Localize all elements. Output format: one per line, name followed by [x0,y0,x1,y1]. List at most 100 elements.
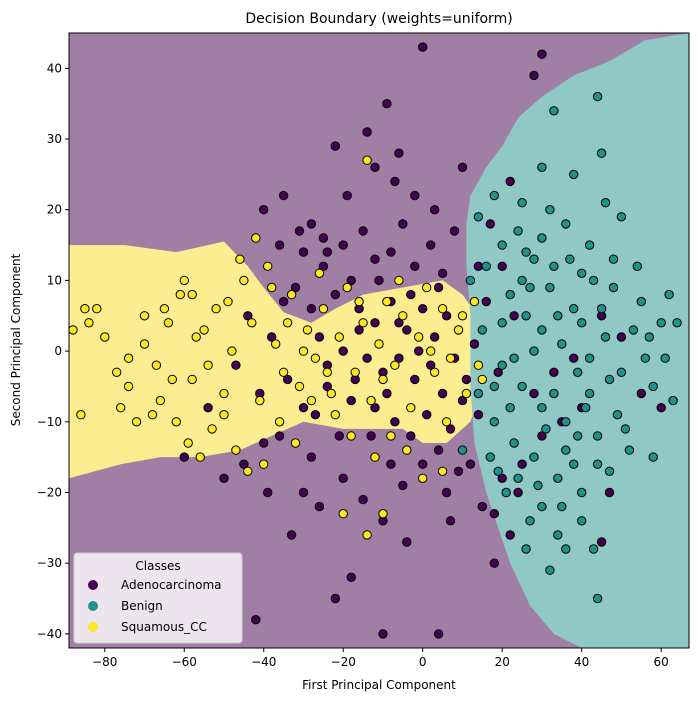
point-adenocarcinoma [263,487,273,498]
point-benign [628,325,639,335]
point-benign [549,106,559,116]
legend-marker [88,601,98,611]
point-adenocarcinoma [314,332,325,342]
point-adenocarcinoma [370,254,380,264]
point-squamous-cc [298,346,309,356]
point-adenocarcinoma [410,261,420,271]
decision-region-squamous-cc [69,241,483,479]
point-squamous-cc [290,438,301,448]
point-squamous-cc [310,353,321,363]
point-adenocarcinoma [338,346,348,356]
point-adenocarcinoma [278,190,289,201]
point-squamous-cc [330,410,340,420]
point-squamous-cc [322,367,332,377]
point-squamous-cc [346,431,356,441]
point-benign [581,403,591,413]
point-benign [545,565,555,575]
point-adenocarcinoma [362,353,372,363]
x-tick-label: −20 [331,655,356,669]
point-squamous-cc [267,282,277,293]
point-adenocarcinoma [616,332,627,342]
point-adenocarcinoma [505,176,515,187]
point-squamous-cc [80,304,90,314]
point-adenocarcinoma [656,403,666,413]
point-adenocarcinoma [366,431,376,441]
point-adenocarcinoma [370,162,380,173]
point-squamous-cc [195,452,205,462]
legend-marker [88,580,98,590]
point-squamous-cc [69,325,78,335]
point-benign [505,289,515,300]
point-benign [465,275,476,286]
point-benign [557,339,567,349]
point-adenocarcinoma [426,360,436,370]
point-squamous-cc [437,466,448,476]
point-adenocarcinoma [402,537,412,547]
point-squamous-cc [398,311,408,321]
point-squamous-cc [147,410,158,420]
point-squamous-cc [282,318,293,328]
point-squamous-cc [92,304,102,314]
point-benign [521,247,531,257]
point-squamous-cc [370,452,380,462]
point-benign [561,445,571,455]
point-adenocarcinoma [354,325,364,335]
point-benign [473,388,484,399]
point-adenocarcinoma [243,311,253,321]
point-benign [537,403,547,413]
point-adenocarcinoma [529,70,539,81]
point-squamous-cc [235,254,245,264]
point-adenocarcinoma [342,190,352,201]
point-adenocarcinoma [231,360,241,370]
point-adenocarcinoma [370,403,380,413]
point-benign [656,318,666,328]
point-benign [573,367,583,377]
point-benign [513,473,523,483]
point-benign [644,332,654,342]
point-adenocarcinoma [322,381,332,392]
point-adenocarcinoma [219,473,229,483]
y-tick-label: 10 [47,273,62,287]
point-adenocarcinoma [286,530,297,540]
point-squamous-cc [334,332,344,342]
point-adenocarcinoma [537,431,547,441]
point-adenocarcinoma [596,537,607,547]
point-squamous-cc [163,318,174,328]
point-adenocarcinoma [310,410,321,420]
legend: Classes Adenocarcinoma Benign Squamous_CC [73,552,243,644]
point-adenocarcinoma [469,339,480,349]
point-adenocarcinoma [314,501,325,512]
point-benign [553,530,563,540]
point-squamous-cc [271,339,281,349]
point-benign [517,275,527,286]
point-adenocarcinoma [330,593,340,604]
point-adenocarcinoma [481,296,491,307]
point-adenocarcinoma [330,141,340,151]
point-adenocarcinoma [433,445,444,455]
point-adenocarcinoma [461,374,472,385]
point-adenocarcinoma [549,367,559,377]
point-squamous-cc [247,318,257,328]
point-benign [577,516,587,526]
point-squamous-cc [131,417,142,427]
point-squamous-cc [453,325,464,335]
point-squamous-cc [255,395,265,406]
point-benign [584,353,595,363]
point-benign [517,381,527,392]
point-squamous-cc [457,311,468,321]
point-adenocarcinoma [322,247,332,257]
point-adenocarcinoma [274,431,285,441]
point-squamous-cc [278,367,289,377]
x-tick-label: 0 [419,655,427,669]
point-adenocarcinoma [318,261,329,271]
point-benign [672,318,682,328]
point-adenocarcinoma [278,296,289,307]
point-adenocarcinoma [457,395,468,406]
point-benign [545,205,555,215]
point-adenocarcinoma [346,275,356,286]
point-benign [549,388,559,399]
chart-title: Decision Boundary (weights=uniform) [245,11,512,27]
point-adenocarcinoma [429,205,440,215]
point-adenocarcinoma [382,99,392,109]
